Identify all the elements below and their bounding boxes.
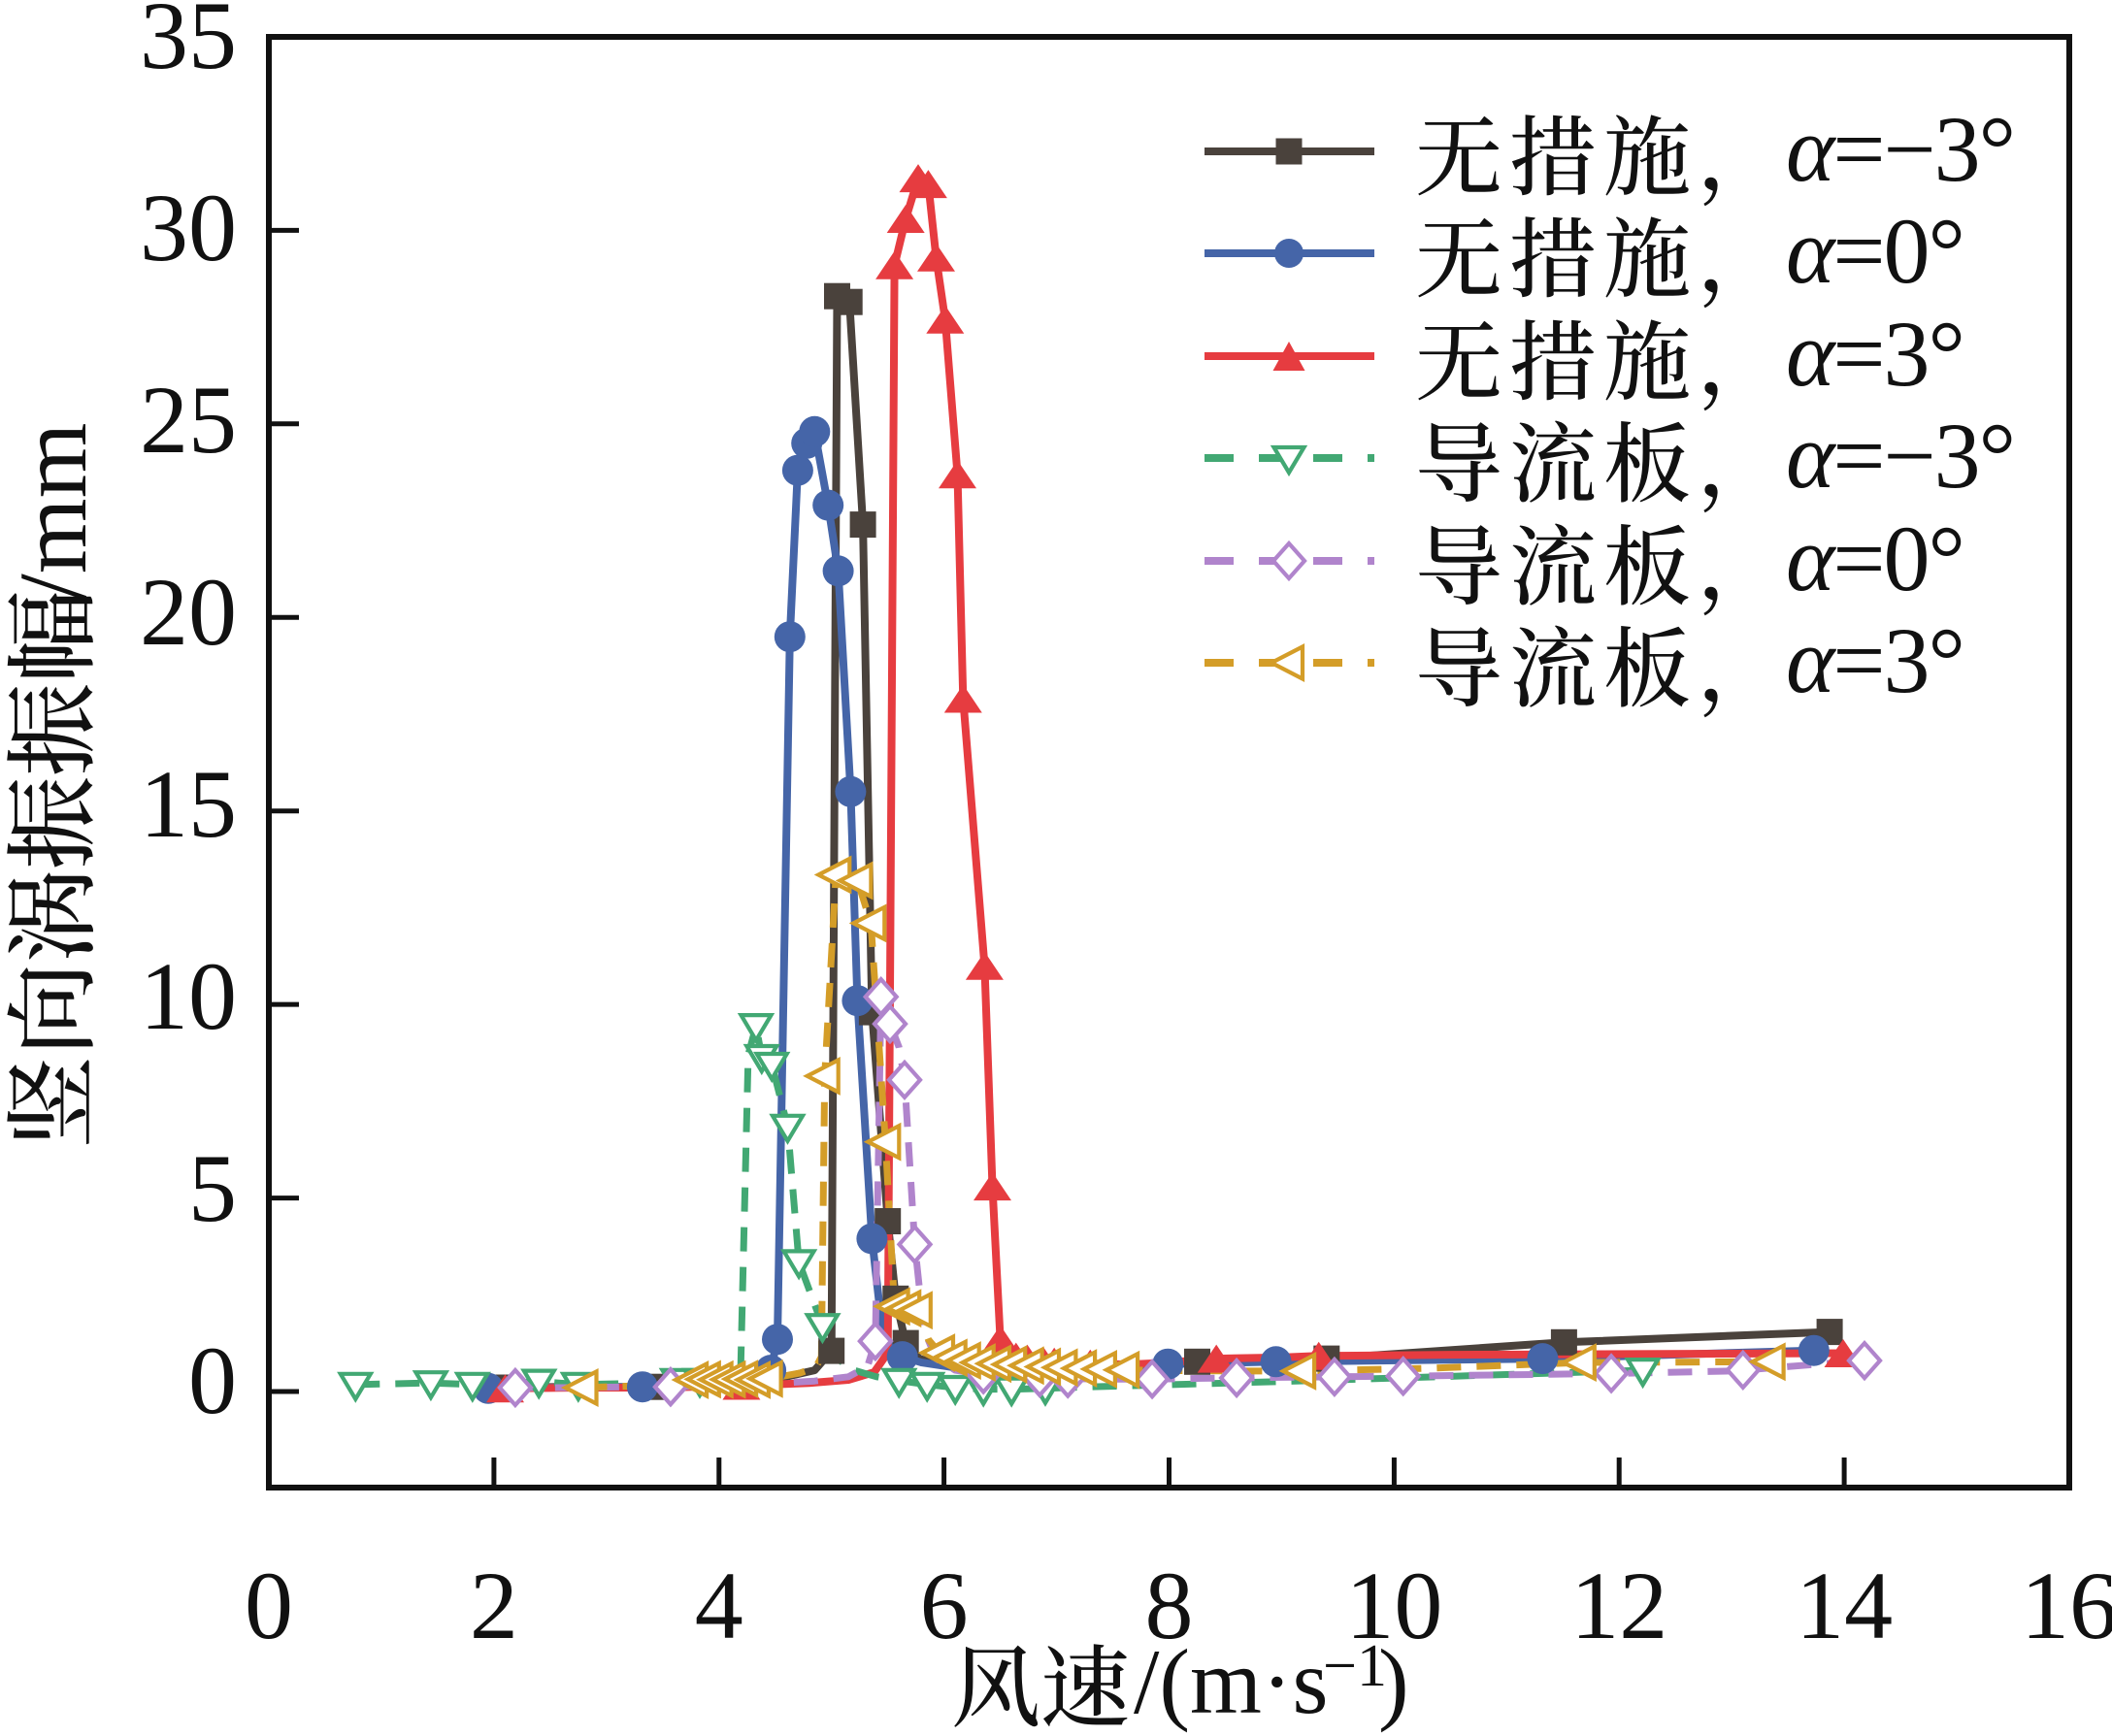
svg-text:15: 15 [140, 750, 237, 858]
svg-text:α=0°: α=0° [1786, 199, 1964, 303]
svg-text:35: 35 [140, 0, 237, 89]
svg-text:5: 5 [188, 1134, 237, 1242]
svg-text:): ) [1378, 1630, 1409, 1733]
svg-text:/(m·s: /(m·s [1134, 1630, 1329, 1733]
svg-text:30: 30 [140, 174, 237, 281]
svg-text:α=−3°: α=−3° [1786, 404, 2014, 508]
svg-text:−1: −1 [1323, 1633, 1387, 1699]
svg-text:0: 0 [188, 1327, 237, 1434]
svg-text:20: 20 [140, 558, 237, 666]
svg-text:25: 25 [140, 366, 237, 474]
svg-text:10: 10 [1345, 1552, 1442, 1659]
svg-text:14: 14 [1796, 1552, 1893, 1659]
svg-text:10: 10 [140, 942, 237, 1050]
svg-text:12: 12 [1570, 1552, 1667, 1659]
svg-text:0: 0 [245, 1552, 293, 1659]
svg-text:α=3°: α=3° [1786, 302, 1964, 406]
svg-text:8: 8 [1145, 1552, 1194, 1659]
svg-text:α=−3°: α=−3° [1786, 97, 2014, 201]
svg-text:4: 4 [695, 1552, 743, 1659]
svg-text:2: 2 [470, 1552, 518, 1659]
svg-text:6: 6 [920, 1552, 969, 1659]
svg-text:/mm: /mm [0, 423, 107, 601]
svg-text:16: 16 [2021, 1552, 2112, 1659]
svg-text:α=3°: α=3° [1786, 608, 1964, 712]
svg-text:α=0°: α=0° [1786, 507, 1964, 610]
